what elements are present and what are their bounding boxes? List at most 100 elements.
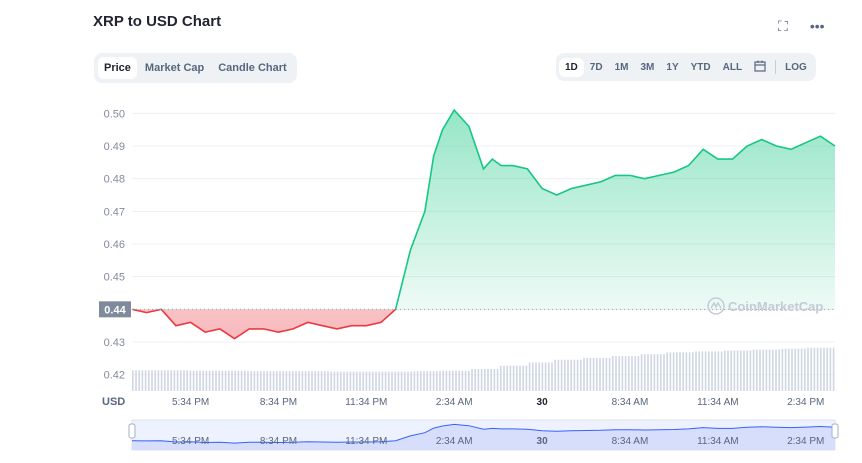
volume-bar: [384, 371, 387, 391]
tab-price[interactable]: Price: [98, 57, 137, 79]
volume-bar: [324, 371, 326, 391]
range-1d[interactable]: 1D: [559, 57, 584, 77]
navigator-tick-label: 8:34 AM: [612, 436, 649, 447]
volume-bar: [788, 348, 790, 391]
volume-bar: [580, 359, 582, 391]
more-icon[interactable]: •••: [809, 18, 825, 34]
volume-bar: [538, 362, 540, 391]
volume-bar: [413, 371, 416, 391]
volume-bar: [298, 371, 300, 391]
volume-bar: [231, 370, 233, 391]
volume-bar: [506, 365, 508, 391]
volume-bar: [599, 357, 601, 391]
volume-bar: [765, 349, 768, 391]
volume-bar: [669, 352, 672, 391]
range-ytd[interactable]: YTD: [690, 61, 711, 73]
volume-bar: [586, 357, 588, 391]
volume-bar: [381, 371, 384, 391]
volume-bar: [439, 371, 441, 391]
volume-bar: [186, 370, 188, 391]
volume-bar: [368, 371, 371, 391]
x-tick-label: 30: [537, 397, 549, 408]
volume-bar: [228, 370, 230, 391]
watermark: CoinMarketCap: [707, 297, 823, 315]
chart-title: XRP to USD Chart: [93, 13, 222, 30]
expand-icon[interactable]: ⛶: [778, 18, 788, 34]
volume-bar: [807, 347, 809, 391]
volume-bar: [733, 350, 736, 391]
y-tick-label: 0.46: [104, 239, 125, 251]
navigator-handle-right[interactable]: [831, 423, 839, 439]
volume-bar: [244, 370, 246, 391]
volume-bar: [704, 351, 707, 391]
volume-bar: [749, 350, 752, 391]
volume-bar: [573, 359, 576, 391]
volume-bar: [436, 371, 438, 391]
area-down: [132, 309, 396, 339]
volume-bar: [250, 371, 252, 391]
navigator-tick-label: 8:34 PM: [260, 436, 297, 447]
volume-bar: [266, 371, 268, 391]
range-1m[interactable]: 1M: [614, 61, 629, 73]
volume-bar: [775, 349, 777, 391]
volume-bar: [212, 370, 214, 391]
volume-bar: [183, 370, 185, 391]
watermark-text: CoinMarketCap: [728, 299, 823, 314]
volume-bar: [391, 371, 393, 391]
volume-bar: [154, 370, 156, 391]
volume-bar: [768, 349, 771, 391]
volume-bar: [308, 371, 310, 391]
volume-bar: [797, 348, 800, 391]
baseline: 0.44: [99, 301, 835, 318]
range-1y[interactable]: 1Y: [666, 61, 679, 73]
volume-bar: [205, 370, 208, 391]
range-3m[interactable]: 3M: [640, 61, 655, 73]
volume-bar: [400, 371, 403, 391]
volume-bar: [621, 356, 624, 391]
navigator-tick-label: 11:34 AM: [697, 436, 739, 447]
currency-label: USD: [102, 396, 125, 408]
baseline-badge: [99, 301, 131, 318]
tab-market-cap[interactable]: Market Cap: [144, 62, 205, 74]
volume-bar: [269, 371, 272, 391]
volume-bar: [445, 370, 448, 391]
navigator-handle-left[interactable]: [128, 423, 136, 439]
x-tick-label: 5:34 PM: [172, 397, 209, 408]
volume-bar: [583, 357, 585, 391]
x-tick-label: 8:34 PM: [260, 397, 297, 408]
volume-bar: [608, 357, 611, 391]
volume-bar: [618, 356, 620, 391]
volume-bar: [208, 370, 211, 391]
volume-bar: [314, 371, 316, 391]
volume-bar: [448, 370, 451, 391]
volume-bar: [256, 371, 259, 391]
volume-bar: [826, 347, 828, 391]
volume-bar: [282, 371, 284, 391]
volume-bar: [202, 370, 204, 391]
volume-bar: [356, 371, 358, 391]
volume-bar: [192, 370, 195, 391]
volume-bar: [784, 348, 787, 391]
navigator-area: [132, 424, 835, 450]
volume-bar: [160, 370, 163, 391]
volume-bar: [397, 371, 400, 391]
volume-bar: [544, 362, 547, 391]
volume-bar: [535, 362, 537, 391]
price-lines: [131, 108, 836, 340]
log-toggle[interactable]: LOG: [785, 61, 807, 73]
range-all[interactable]: ALL: [722, 61, 743, 73]
volume-bar: [656, 354, 659, 391]
volume-bar: [471, 368, 473, 391]
volume-bar: [532, 362, 534, 391]
tab-candle-chart[interactable]: Candle Chart: [218, 62, 287, 74]
range-7d[interactable]: 7D: [589, 61, 603, 73]
navigator-tick-label: 2:34 PM: [787, 436, 824, 447]
volume-bar: [698, 351, 700, 391]
calendar-icon[interactable]: [748, 56, 772, 79]
volume-bar: [157, 370, 160, 391]
volume-bar: [794, 348, 796, 391]
volume-bar: [176, 370, 179, 391]
volume-bar: [647, 354, 649, 391]
volume-bar: [189, 370, 192, 391]
volume-bar: [528, 362, 531, 391]
